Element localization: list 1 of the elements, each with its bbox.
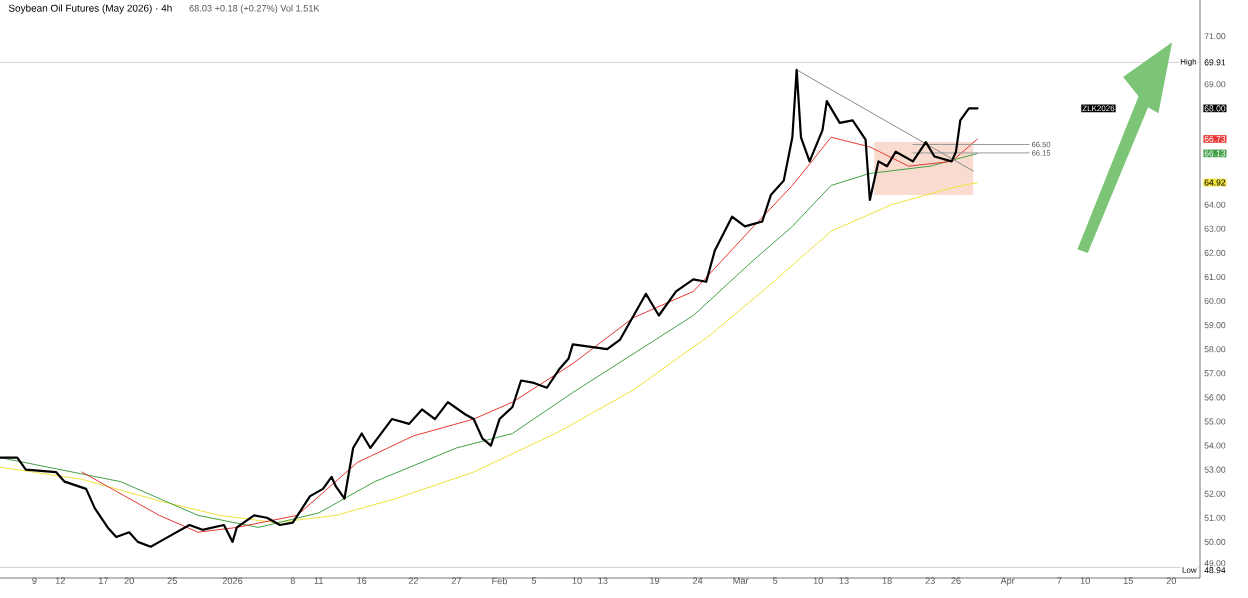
line-series — [0, 68, 979, 548]
